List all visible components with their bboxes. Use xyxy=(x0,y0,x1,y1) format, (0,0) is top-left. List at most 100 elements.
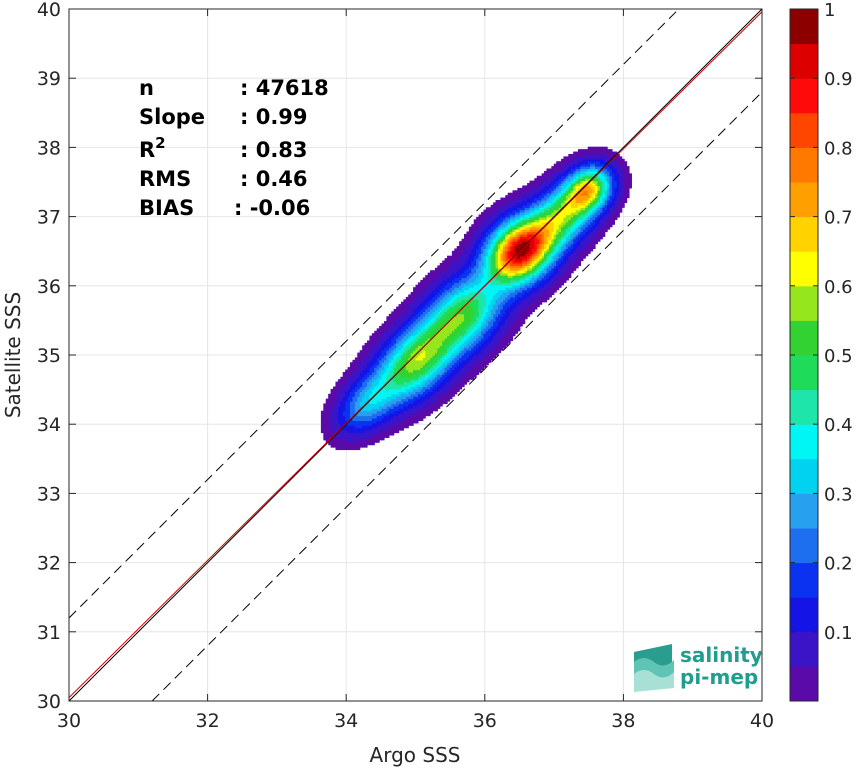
density-cell xyxy=(362,393,366,397)
density-cell xyxy=(432,352,436,356)
density-cell xyxy=(512,197,516,201)
density-cell xyxy=(408,415,412,419)
density-cell xyxy=(342,371,346,375)
density-cell xyxy=(514,258,518,262)
density-cell xyxy=(493,241,497,245)
density-cell xyxy=(551,209,555,213)
density-cell xyxy=(500,338,504,342)
density-cell xyxy=(551,287,555,291)
density-cell xyxy=(497,350,501,354)
density-cell xyxy=(529,287,533,291)
density-cell xyxy=(422,386,426,390)
density-cell xyxy=(451,347,455,351)
density-cell xyxy=(461,255,465,259)
density-cell xyxy=(352,403,356,407)
density-cell xyxy=(383,350,387,354)
density-cell xyxy=(340,398,344,402)
density-cell xyxy=(381,330,385,334)
density-cell xyxy=(405,381,409,385)
density-cell xyxy=(335,403,339,407)
density-cell xyxy=(374,396,378,400)
density-cell xyxy=(551,229,555,233)
density-cell xyxy=(386,408,390,412)
density-cell xyxy=(449,258,453,262)
density-cell xyxy=(505,340,509,344)
density-cell xyxy=(376,434,380,438)
density-cell xyxy=(413,371,417,375)
density-cell xyxy=(410,350,414,354)
density-cell xyxy=(439,296,443,300)
density-cell xyxy=(553,272,557,276)
density-cell xyxy=(403,323,407,327)
density-cell xyxy=(500,270,504,274)
density-cell xyxy=(505,197,509,201)
density-cell xyxy=(359,350,363,354)
density-cell xyxy=(405,347,409,351)
density-cell xyxy=(522,255,526,259)
density-cell xyxy=(473,236,477,240)
density-cell xyxy=(357,371,361,375)
density-cell xyxy=(449,381,453,385)
density-cell xyxy=(415,294,419,298)
density-cell xyxy=(500,207,504,211)
density-cell xyxy=(476,246,480,250)
density-cell xyxy=(413,342,417,346)
density-cell xyxy=(396,405,400,409)
density-cell xyxy=(376,374,380,378)
density-cell xyxy=(502,231,506,235)
density-cell xyxy=(468,350,472,354)
density-cell xyxy=(464,238,468,242)
density-cell xyxy=(551,267,555,271)
density-cell xyxy=(459,272,463,276)
density-cell xyxy=(459,241,463,245)
density-cell xyxy=(507,265,511,269)
density-cell xyxy=(386,364,390,368)
density-cell xyxy=(376,342,380,346)
density-cell xyxy=(386,434,390,438)
density-cell xyxy=(507,219,511,223)
density-cell xyxy=(490,260,494,264)
density-cell xyxy=(495,253,499,257)
density-cell xyxy=(413,401,417,405)
density-cell xyxy=(454,321,458,325)
density-cell xyxy=(454,299,458,303)
density-cell xyxy=(502,202,506,206)
density-cell xyxy=(396,333,400,337)
density-cell xyxy=(400,311,404,315)
density-cell xyxy=(478,284,482,288)
density-cell xyxy=(480,345,485,349)
density-cell xyxy=(432,304,436,308)
density-cell xyxy=(495,229,499,233)
density-cell xyxy=(519,282,523,286)
density-cell xyxy=(531,304,535,308)
density-cell xyxy=(379,403,383,407)
density-cell xyxy=(345,432,349,436)
density-cell xyxy=(519,284,523,288)
density-cell xyxy=(514,248,518,252)
density-cell xyxy=(439,306,443,310)
density-cell xyxy=(512,272,516,276)
density-cell xyxy=(391,342,395,346)
density-cell xyxy=(430,401,434,405)
density-cell xyxy=(536,282,540,286)
density-cell xyxy=(408,335,412,339)
density-cell xyxy=(454,391,458,395)
density-cell xyxy=(388,350,392,354)
density-cell xyxy=(359,381,363,385)
density-cell xyxy=(493,328,497,332)
density-cell xyxy=(439,323,443,327)
density-cell xyxy=(480,338,485,342)
density-cell xyxy=(468,282,472,286)
density-cell xyxy=(393,396,397,400)
density-cell xyxy=(422,330,426,334)
density-cell xyxy=(364,381,368,385)
density-cell xyxy=(546,238,550,242)
density-cell xyxy=(388,384,392,388)
density-cell xyxy=(396,318,400,322)
density-cell xyxy=(413,330,417,334)
density-cell xyxy=(371,333,375,337)
density-cell xyxy=(451,388,455,392)
density-cell xyxy=(420,350,424,354)
density-cell xyxy=(386,369,390,373)
density-cell xyxy=(323,408,327,412)
